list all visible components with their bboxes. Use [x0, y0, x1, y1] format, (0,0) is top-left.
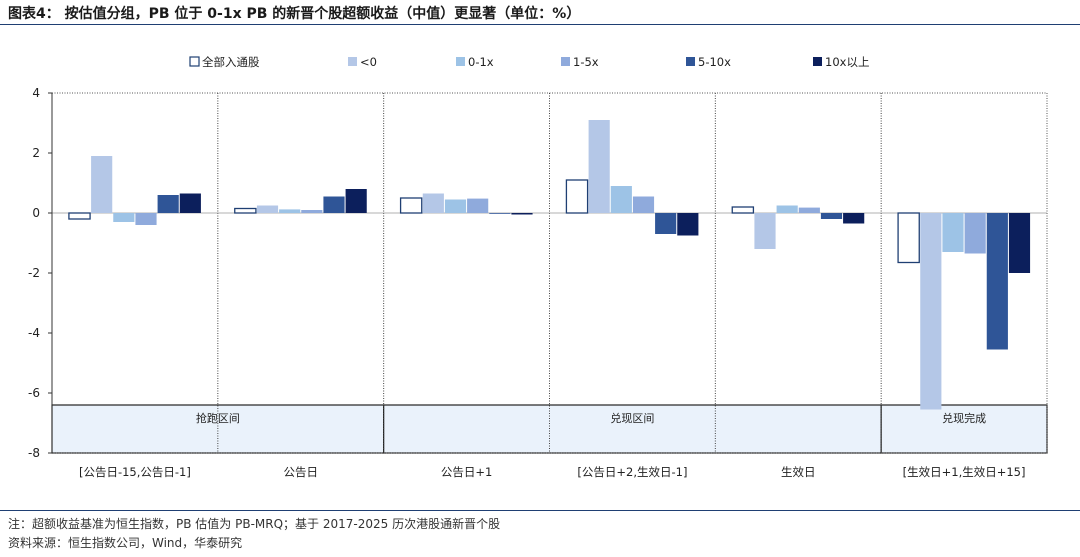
- footer-divider: [0, 510, 1080, 511]
- data-source: 资料来源：恒生指数公司，Wind，华泰研究: [8, 536, 243, 550]
- bar-s5-c1: [157, 195, 179, 213]
- y-tick-label: 0: [32, 206, 40, 220]
- category-separators: [51, 92, 1048, 454]
- x-axis-labels: [公告日-15,公告日-1] 公告日 公告日+1 [公告日+2,生效日-1] 生效日 [生…: [79, 465, 1026, 479]
- y-tick-label: -6: [28, 386, 40, 400]
- legend-label-1: 全部入通股: [202, 55, 260, 69]
- y-tick-label: -8: [28, 446, 40, 460]
- legend-swatch-4: [561, 57, 570, 66]
- bar-s2-c4: [588, 120, 610, 213]
- bar-s4-c2: [301, 210, 323, 213]
- bar-s5-c4: [655, 213, 677, 234]
- region-label-2: 兑现区间: [610, 411, 654, 425]
- bar-s6-c2: [345, 189, 367, 213]
- bar-s3-c6: [942, 213, 964, 252]
- bar-s4-c1: [135, 213, 157, 225]
- bar-s6-c3: [511, 213, 533, 215]
- bar-s6-c4: [677, 213, 699, 236]
- bar-s2-c3: [422, 193, 444, 213]
- y-axis: 4 2 0 -2 -4 -6 -8: [28, 86, 53, 460]
- legend-swatch-5: [686, 57, 695, 66]
- bar-s3-c3: [444, 199, 467, 213]
- bar-s3-c4: [610, 186, 632, 213]
- x-tick-label: 公告日: [284, 465, 319, 479]
- legend-swatch-1: [189, 56, 200, 67]
- bar-s1-c2: [234, 207, 257, 214]
- y-tick-label: -2: [28, 266, 40, 280]
- legend: 全部入通股 <0 0-1x 1-5x 5-10x 10x以上: [189, 55, 869, 69]
- bar-s3-c2: [279, 209, 301, 213]
- title-divider: [0, 24, 1080, 25]
- bar-s1-c6: [897, 212, 920, 264]
- chart-title: 图表4： 按估值分组，PB 位于 0-1x PB 的新晋个股超额收益（中值）更显…: [8, 6, 581, 22]
- legend-swatch-2: [348, 57, 357, 66]
- bar-s3-c5: [776, 205, 798, 213]
- bar-s3-c1: [113, 213, 135, 222]
- bar-s2-c6: [920, 213, 942, 410]
- bar-s4-c4: [632, 196, 655, 213]
- bar-s5-c3: [489, 213, 511, 214]
- legend-swatch-6: [813, 57, 822, 66]
- bar-s6-c5: [843, 213, 865, 224]
- bars: [68, 120, 1031, 410]
- bar-s6-c1: [179, 193, 201, 213]
- legend-label-3: 0-1x: [468, 55, 494, 69]
- bar-s2-c1: [91, 156, 113, 213]
- bar-s1-c1: [68, 212, 91, 220]
- legend-label-2: <0: [360, 55, 377, 69]
- y-tick-label: 4: [32, 86, 40, 100]
- bar-s5-c2: [323, 196, 345, 213]
- bar-s4-c3: [467, 198, 489, 213]
- x-tick-label: [公告日-15,公告日-1]: [79, 465, 191, 479]
- bar-s4-c6: [964, 213, 986, 254]
- bar-s4-c5: [798, 207, 820, 213]
- y-tick-label: -4: [28, 326, 40, 340]
- chart-note: 注：超额收益基准为恒生指数，PB 估值为 PB-MRQ；基于 2017-2025…: [8, 517, 501, 531]
- bar-s2-c5: [754, 213, 776, 249]
- bar-s5-c6: [986, 213, 1008, 350]
- region-label-3: 兑现完成: [942, 411, 986, 425]
- x-tick-label: [公告日+2,生效日-1]: [577, 465, 687, 479]
- bar-s6-c6: [1008, 213, 1031, 273]
- bar-s1-c4: [565, 179, 589, 214]
- legend-label-5: 5-10x: [698, 55, 731, 69]
- legend-label-6: 10x以上: [825, 55, 869, 69]
- bar-s1-c5: [731, 206, 755, 214]
- x-tick-label: 生效日: [781, 465, 816, 479]
- y-tick-label: 2: [32, 146, 40, 160]
- bar-chart: 抢跑区间 兑现区间 兑现完成 420-2-4-6-8 [公告日-15,公告日-1] 公…: [28, 55, 1048, 479]
- x-tick-label: [生效日+1,生效日+15]: [903, 465, 1026, 479]
- x-tick-label: 公告日+1: [441, 465, 492, 479]
- legend-swatch-3: [456, 57, 465, 66]
- bar-s2-c2: [256, 205, 279, 213]
- legend-label-4: 1-5x: [573, 55, 599, 69]
- bar-s1-c3: [399, 197, 423, 214]
- bar-s5-c5: [820, 213, 843, 219]
